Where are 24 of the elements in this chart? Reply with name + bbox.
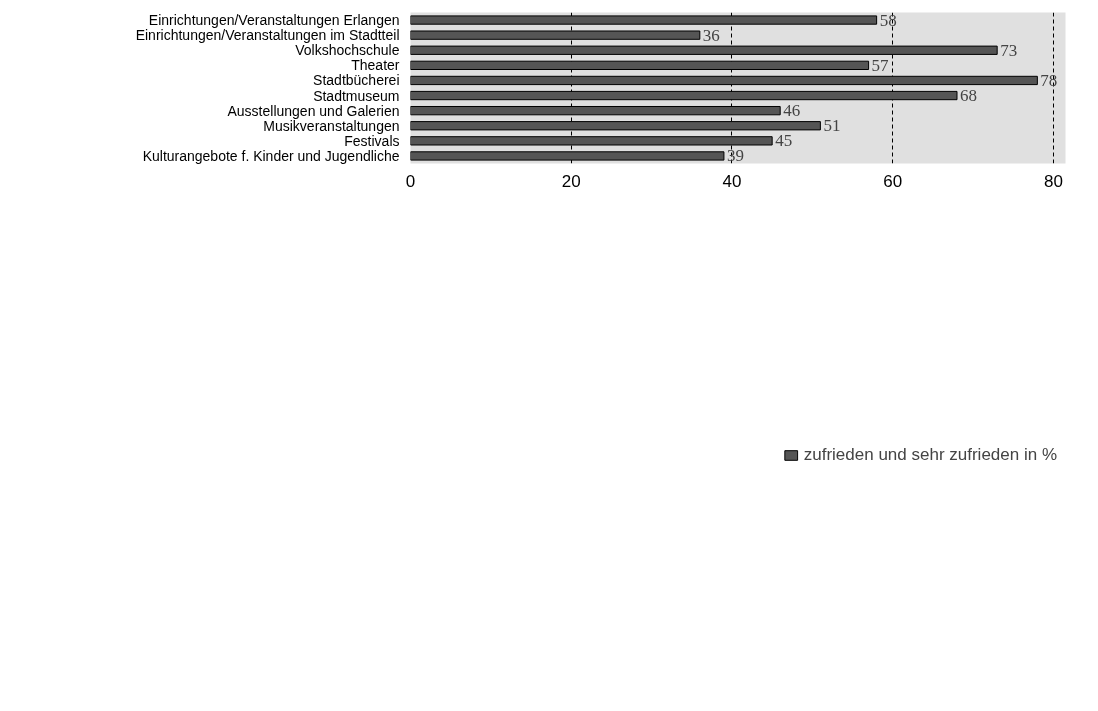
y-tick-label: Volkshochschule <box>295 42 400 59</box>
data-label: 57 <box>871 55 890 75</box>
data-label: 58 <box>879 10 897 30</box>
data-label: 78 <box>1040 70 1058 90</box>
y-tick-label: Ausstellungen und Galerien <box>227 102 400 119</box>
data-label: 68 <box>960 86 977 106</box>
y-tick-label: Stadtmuseum <box>313 87 400 104</box>
x-tick-label: 40 <box>722 171 742 191</box>
y-tick-label: Kulturangebote f. Kinder und Jugendliche <box>142 147 400 164</box>
data-label: 46 <box>783 101 801 121</box>
x-tick-label: 80 <box>1043 171 1063 191</box>
data-label: 45 <box>775 131 793 151</box>
legend-label: zufrieden und sehr zufrieden in % <box>803 445 1057 465</box>
y-tick-label: Theater <box>351 57 400 74</box>
y-tick-label: Einrichtungen/Veranstaltungen im Stadtteil <box>135 27 400 44</box>
x-tick-label: 0 <box>405 171 416 191</box>
y-tick-label: Einrichtungen/Veranstaltungen Erlangen <box>148 12 400 29</box>
x-tick-label: 60 <box>883 171 903 191</box>
x-tick-label: 20 <box>561 171 581 191</box>
data-label: 73 <box>1000 40 1018 60</box>
data-label: 39 <box>726 146 744 166</box>
y-tick-label: Stadtbücherei <box>313 72 400 89</box>
data-label: 51 <box>823 116 841 136</box>
data-label: 36 <box>702 25 720 45</box>
